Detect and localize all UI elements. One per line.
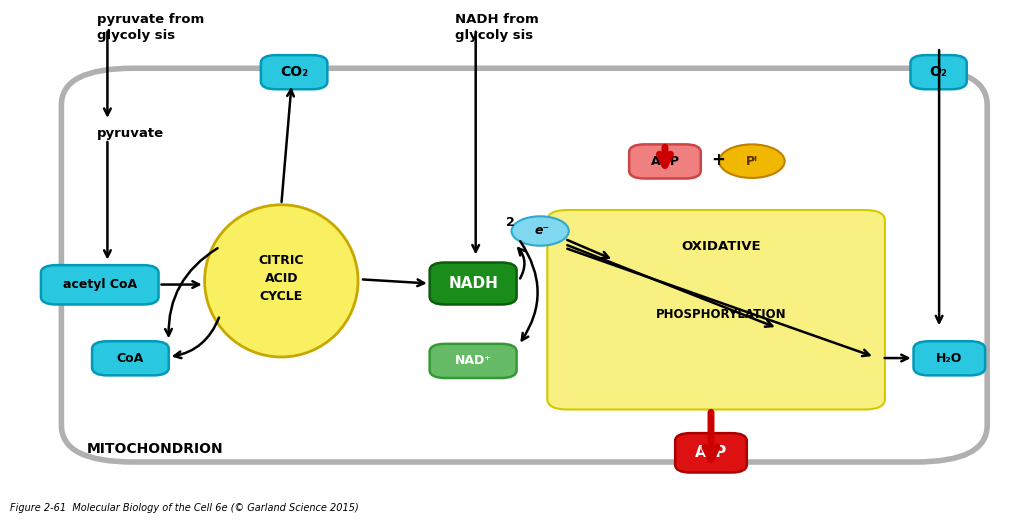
- Text: ADP: ADP: [651, 155, 679, 168]
- Circle shape: [512, 216, 569, 246]
- FancyBboxPatch shape: [41, 265, 159, 304]
- FancyBboxPatch shape: [910, 55, 967, 89]
- FancyBboxPatch shape: [629, 144, 701, 178]
- Text: NADH: NADH: [448, 276, 498, 291]
- FancyBboxPatch shape: [675, 433, 747, 473]
- Text: pyruvate: pyruvate: [97, 128, 165, 140]
- FancyBboxPatch shape: [914, 341, 985, 375]
- Text: PHOSPHORYLATION: PHOSPHORYLATION: [656, 309, 787, 321]
- Text: CITRIC
ACID
CYCLE: CITRIC ACID CYCLE: [259, 254, 304, 303]
- Text: NADH from
glycoly sis: NADH from glycoly sis: [455, 13, 539, 42]
- Text: MITOCHONDRION: MITOCHONDRION: [87, 442, 224, 456]
- FancyBboxPatch shape: [92, 341, 169, 375]
- FancyBboxPatch shape: [261, 55, 327, 89]
- Circle shape: [719, 144, 785, 178]
- Text: 2: 2: [506, 216, 515, 228]
- Text: Pᴵ: Pᴵ: [746, 155, 758, 167]
- Text: e⁻: e⁻: [535, 225, 549, 237]
- Text: pyruvate from
glycoly sis: pyruvate from glycoly sis: [97, 13, 205, 42]
- Text: OXIDATIVE: OXIDATIVE: [681, 240, 761, 253]
- Text: CoA: CoA: [117, 352, 144, 365]
- FancyBboxPatch shape: [430, 344, 517, 378]
- Text: CO₂: CO₂: [280, 65, 308, 79]
- Text: acetyl CoA: acetyl CoA: [62, 278, 137, 291]
- Text: NAD⁺: NAD⁺: [454, 354, 492, 367]
- Text: O₂: O₂: [930, 65, 947, 79]
- Text: H₂O: H₂O: [936, 352, 963, 365]
- Text: ATP: ATP: [695, 445, 727, 460]
- FancyBboxPatch shape: [61, 68, 987, 462]
- FancyBboxPatch shape: [547, 210, 885, 410]
- Text: Figure 2-61  Molecular Biology of the Cell 6e (© Garland Science 2015): Figure 2-61 Molecular Biology of the Cel…: [10, 503, 359, 513]
- Text: +: +: [711, 151, 725, 169]
- Ellipse shape: [205, 205, 358, 357]
- FancyBboxPatch shape: [430, 262, 517, 304]
